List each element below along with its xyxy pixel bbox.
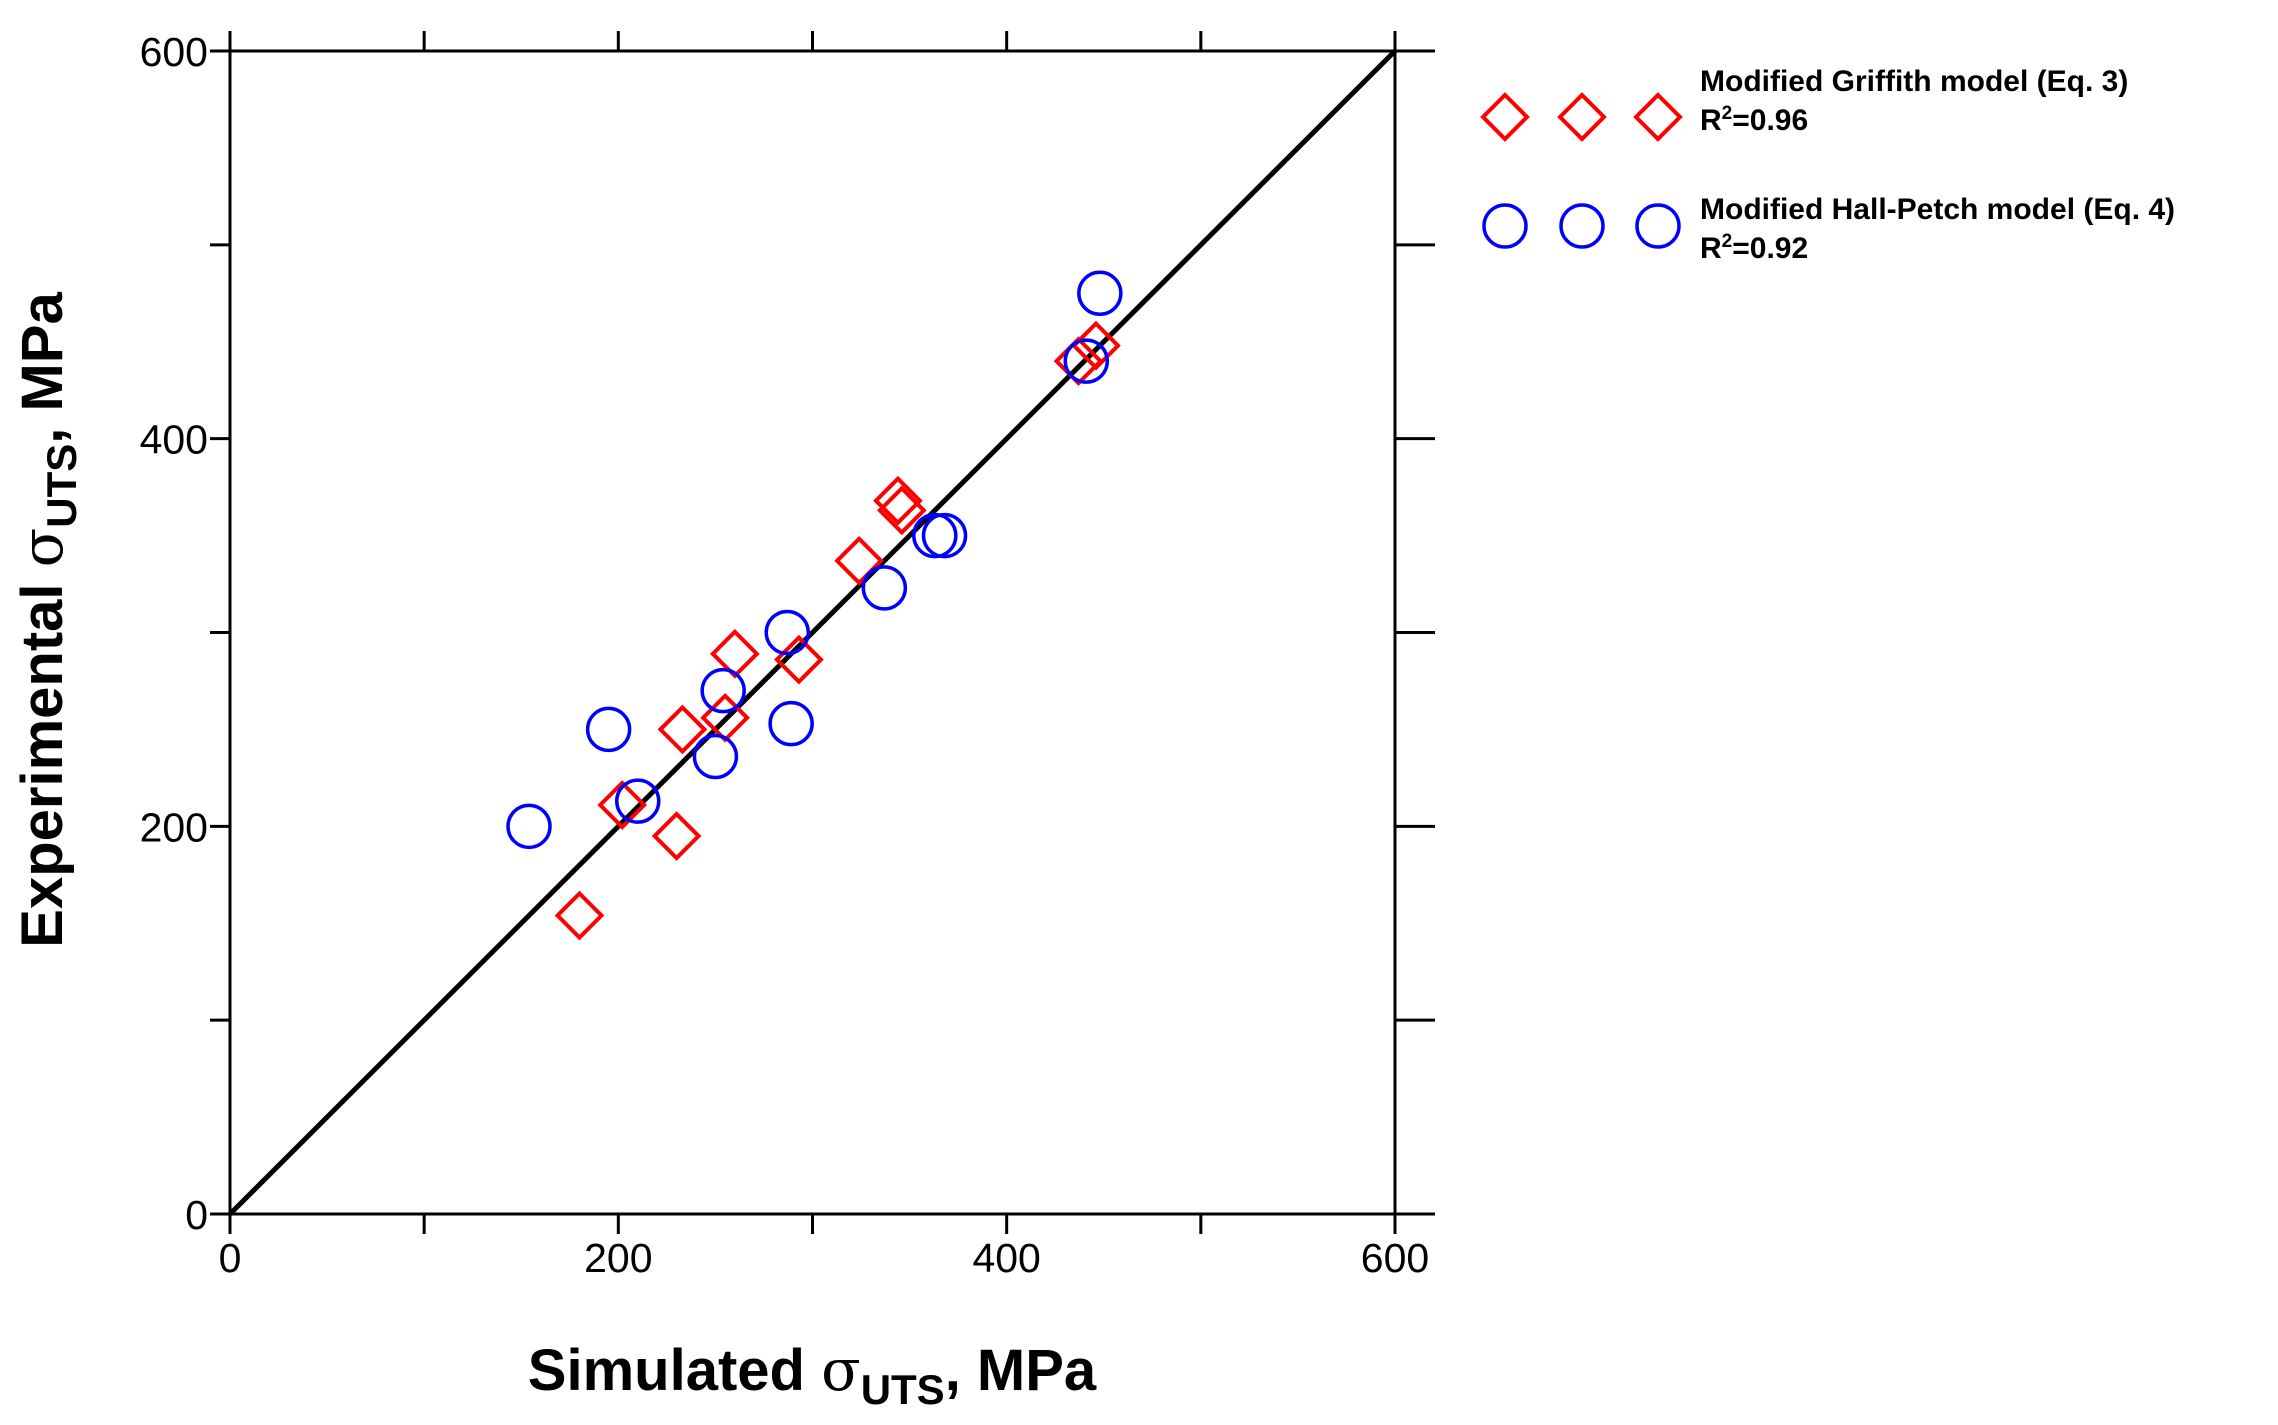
x-axis-title: Simulated σUTS, MPa bbox=[528, 1336, 1097, 1413]
x-axis-title-symbol: σ bbox=[821, 1336, 861, 1404]
y-axis-title-suffix: , MPa bbox=[10, 292, 75, 444]
axis-ticks bbox=[210, 31, 1435, 1234]
legend-marker-diamond bbox=[1480, 92, 1530, 142]
x-tick-label: 600 bbox=[1361, 1235, 1429, 1281]
data-point-diamond bbox=[834, 535, 884, 586]
legend-markers-griffith bbox=[1480, 92, 1683, 142]
legend-r2-griffith: R2=0.96 bbox=[1700, 103, 1808, 137]
data-point-circle bbox=[1063, 338, 1110, 384]
x-tick-label: 400 bbox=[972, 1235, 1040, 1281]
y-axis-title-symbol: σ bbox=[8, 528, 76, 568]
data-point-diamond bbox=[597, 780, 648, 830]
data-point-diamond bbox=[876, 485, 927, 536]
legend-r2-base-griffith: R bbox=[1700, 104, 1722, 137]
data-point-diamond bbox=[873, 475, 923, 526]
y-axis-title-subscript: UTS bbox=[38, 444, 85, 528]
legend-marker-circle bbox=[1635, 203, 1681, 249]
y-axis-title-prefix: Experimental bbox=[10, 567, 75, 947]
y-axis-title: Experimental σUTS, MPa bbox=[8, 292, 85, 948]
data-point-circle bbox=[585, 706, 632, 753]
legend: Modified Griffith model (Eq. 3) R2=0.96 … bbox=[1480, 65, 2175, 265]
data-point-diamond bbox=[657, 704, 708, 755]
legend-marker-diamond bbox=[1557, 92, 1607, 142]
y-tick-label: 200 bbox=[140, 804, 208, 850]
y-tick-label: 600 bbox=[140, 29, 208, 75]
data-point-diamond bbox=[1053, 336, 1104, 386]
data-point-circle bbox=[700, 667, 746, 714]
data-point-circle bbox=[912, 512, 958, 559]
series-diamond-points bbox=[554, 320, 1121, 941]
y-tick-label: 400 bbox=[140, 417, 208, 463]
data-point-circle bbox=[1077, 270, 1123, 317]
legend-label-griffith: Modified Griffith model (Eq. 3) bbox=[1700, 65, 2128, 98]
data-point-circle bbox=[921, 512, 968, 559]
legend-r2-hall-petch: R2=0.92 bbox=[1700, 231, 1808, 265]
legend-markers-hall-petch bbox=[1482, 203, 1681, 249]
data-point-diamond bbox=[554, 890, 605, 941]
legend-r2-base-hall-petch: R bbox=[1700, 232, 1722, 265]
data-point-circle bbox=[861, 565, 908, 611]
x-axis-title-subscript: UTS bbox=[861, 1366, 945, 1413]
legend-r2-value-hall-petch: =0.92 bbox=[1732, 232, 1808, 265]
tick-labels: 0 200 400 600 0 200 400 600 bbox=[140, 29, 1430, 1281]
data-point-circle bbox=[615, 778, 661, 824]
x-axis-title-prefix: Simulated bbox=[528, 1338, 821, 1403]
data-point-diamond bbox=[651, 811, 702, 861]
data-point-circle bbox=[506, 803, 552, 850]
data-point-circle bbox=[768, 700, 814, 747]
legend-marker-diamond bbox=[1633, 92, 1683, 142]
reference-line-y-equals-x bbox=[228, 49, 1397, 1216]
legend-marker-circle bbox=[1482, 203, 1528, 249]
legend-entry-hall-petch: Modified Hall-Petch model (Eq. 4) R2=0.9… bbox=[1482, 193, 2175, 265]
legend-r2-value-griffith: =0.96 bbox=[1732, 104, 1808, 137]
data-point-circle bbox=[764, 609, 811, 656]
series-circle-points bbox=[506, 270, 1123, 850]
data-point-circle bbox=[692, 733, 739, 780]
x-tick-label: 200 bbox=[584, 1235, 652, 1281]
legend-label-hall-petch: Modified Hall-Petch model (Eq. 4) bbox=[1700, 193, 2175, 226]
data-point-diamond bbox=[710, 628, 760, 679]
y-tick-label: 0 bbox=[185, 1192, 208, 1238]
x-tick-label: 0 bbox=[219, 1235, 242, 1281]
data-series bbox=[506, 270, 1123, 941]
data-point-diamond bbox=[1071, 320, 1121, 371]
legend-entry-griffith: Modified Griffith model (Eq. 3) R2=0.96 bbox=[1480, 65, 2128, 142]
x-axis-title-suffix: , MPa bbox=[945, 1338, 1097, 1403]
legend-marker-circle bbox=[1559, 203, 1605, 249]
legend-r2-sup-griffith: 2 bbox=[1722, 103, 1733, 124]
legend-r2-sup-hall-petch: 2 bbox=[1722, 231, 1733, 252]
